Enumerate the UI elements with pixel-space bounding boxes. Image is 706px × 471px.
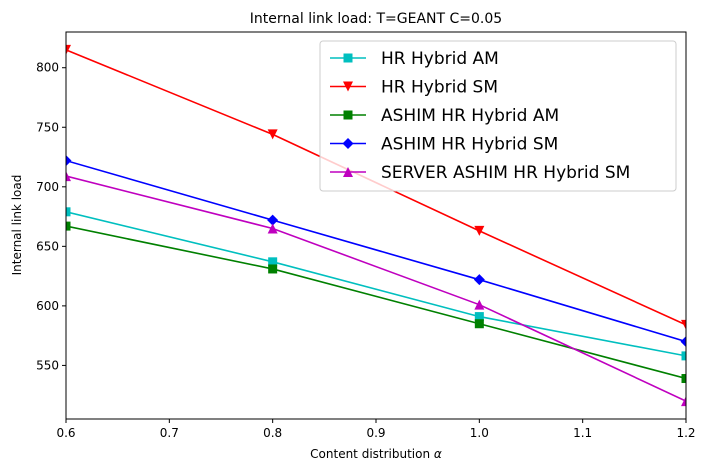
legend-entry: SERVER ASHIM HR Hybrid SM — [330, 163, 630, 183]
legend-entry: HR Hybrid AM — [330, 49, 499, 69]
series-line — [66, 211, 686, 357]
legend-marker — [343, 81, 353, 92]
data-point — [474, 225, 485, 236]
y-axis: 550 600 650 700 750 800 — [36, 61, 66, 372]
x-tick-label: 1.0 — [470, 426, 489, 440]
data-point — [66, 207, 71, 217]
data-point — [474, 299, 485, 310]
data-point — [66, 221, 71, 231]
data-point — [474, 312, 484, 322]
legend-label: SERVER ASHIM HR Hybrid SM — [381, 163, 630, 183]
y-tick-label: 750 — [36, 120, 59, 134]
legend-marker — [342, 138, 354, 149]
data-point — [66, 155, 72, 167]
series-line — [66, 159, 686, 343]
data-point — [268, 264, 278, 274]
series-1 — [66, 207, 686, 361]
legend-label: HR Hybrid AM — [381, 49, 499, 69]
legend-marker — [343, 167, 353, 177]
y-axis-label: Internal link load — [10, 175, 24, 276]
chart-title: Internal link load: T=GEANT C=0.05 — [250, 11, 502, 27]
x-tick-label: 1.1 — [573, 426, 592, 440]
legend: HR Hybrid AM HR Hybrid SM ASHIM HR Hybrid … — [319, 40, 677, 192]
series-line — [66, 175, 686, 402]
data-point — [474, 319, 484, 329]
x-tick-label: 0.9 — [366, 426, 385, 440]
data-point — [66, 44, 71, 55]
data-point — [267, 223, 278, 234]
y-tick-label: 800 — [36, 61, 59, 75]
y-tick-label: 700 — [36, 180, 59, 194]
legend-label: HR Hybrid SM — [381, 78, 498, 98]
y-tick-label: 600 — [36, 299, 59, 313]
data-point — [681, 319, 686, 330]
series-line — [66, 225, 686, 380]
series-3 — [66, 221, 686, 384]
legend-entry: ASHIM HR Hybrid SM — [330, 135, 558, 155]
legend-entry: ASHIM HR Hybrid AM — [330, 106, 559, 126]
x-tick-label: 0.6 — [56, 426, 75, 440]
data-point — [680, 336, 686, 348]
series-layer — [66, 44, 686, 407]
x-tick-label: 1.2 — [676, 426, 695, 440]
series-5 — [66, 171, 686, 407]
series-4 — [66, 155, 686, 348]
data-point — [66, 171, 71, 182]
data-point — [267, 214, 279, 226]
data-point — [681, 396, 686, 407]
x-axis: 0.6 0.7 0.8 0.9 1.0 1.1 1.2 — [56, 419, 696, 440]
legend-label: ASHIM HR Hybrid AM — [381, 106, 559, 126]
data-point — [268, 257, 278, 267]
legend-label: ASHIM HR Hybrid SM — [381, 135, 558, 155]
legend-entry: HR Hybrid SM — [330, 78, 498, 98]
x-tick-label: 0.7 — [160, 426, 179, 440]
y-tick-label: 550 — [36, 358, 59, 372]
legend-marker — [343, 53, 353, 63]
data-point — [681, 374, 686, 384]
x-axis-label: Content distribution α — [310, 447, 442, 461]
x-tick-label: 0.8 — [263, 426, 282, 440]
data-point — [473, 274, 485, 286]
data-point — [267, 129, 278, 140]
data-point — [681, 351, 686, 361]
legend-marker — [343, 110, 353, 120]
y-tick-label: 650 — [36, 239, 59, 253]
legend-box — [319, 40, 677, 192]
